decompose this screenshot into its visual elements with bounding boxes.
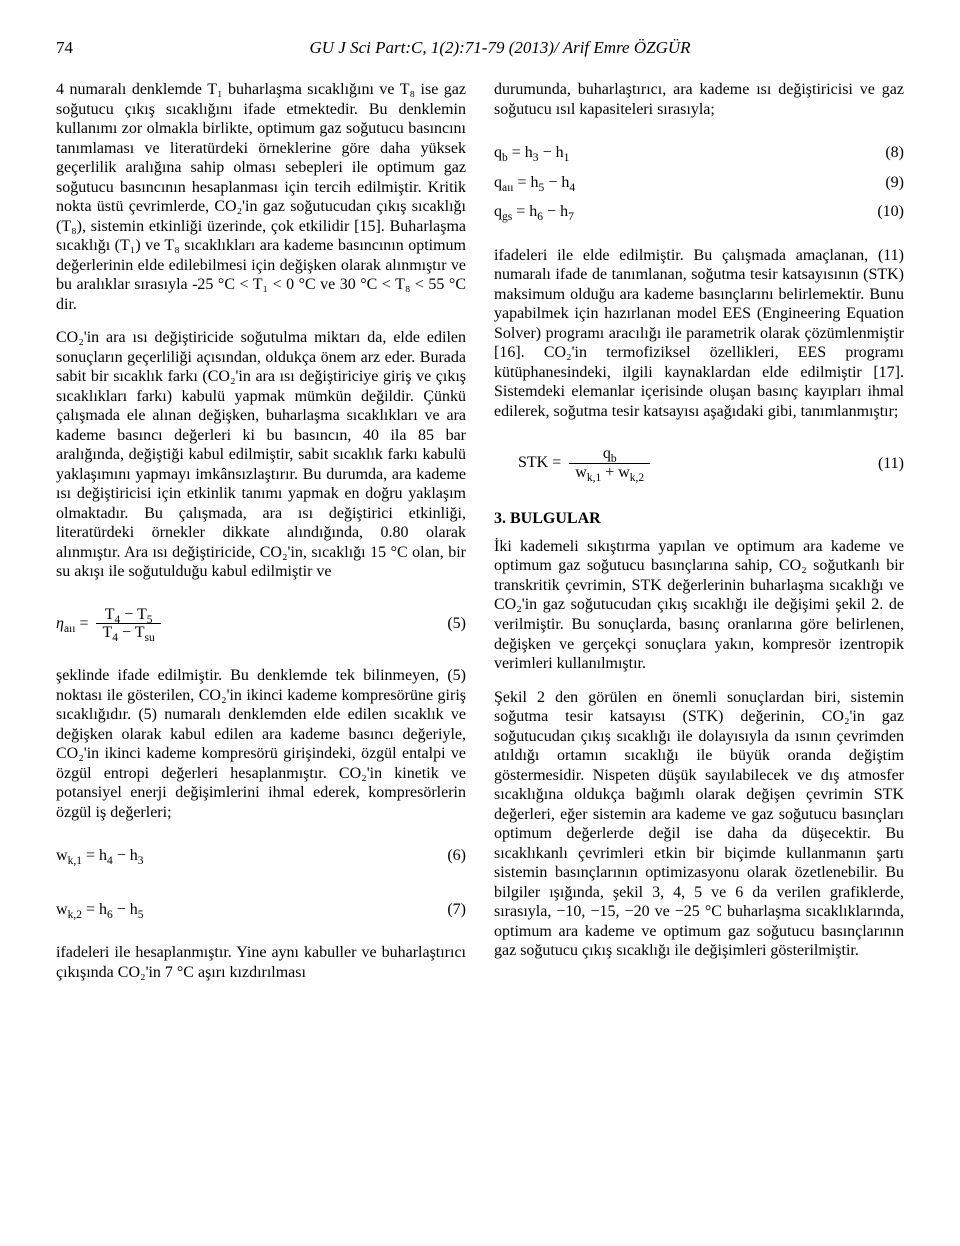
equation-7: wk,2 = h6 − h5 (7) — [56, 900, 466, 920]
right-column: durumunda, buharlaştırıcı, ara kademe ıs… — [494, 80, 904, 982]
body-paragraph: CO₂'in ara ısı değiştiricide soğutulma m… — [56, 328, 466, 582]
equation-10: qgs = h6 − h7 (10) — [494, 202, 904, 222]
equation-number: (5) — [426, 614, 466, 634]
running-head: GU J Sci Part:C, 1(2):71-79 (2013)/ Arif… — [96, 38, 904, 58]
equation-body: wk,2 = h6 − h5 — [56, 900, 426, 920]
equation-body: qb = h3 − h1 — [494, 143, 864, 163]
equation-5: ηaıı = T4 − T5 T4 − Tsu (5) — [56, 606, 466, 642]
body-paragraph: 4 numaralı denklemde T₁ buharlaşma sıcak… — [56, 80, 466, 314]
equation-body: qgs = h6 − h7 — [494, 202, 864, 222]
two-column-layout: 4 numaralı denklemde T₁ buharlaşma sıcak… — [56, 80, 904, 982]
equation-9: qaıı = h5 − h4 (9) — [494, 173, 904, 193]
equation-number: (9) — [864, 173, 904, 193]
section-heading: 3. BULGULAR — [494, 509, 904, 529]
page-number: 74 — [56, 38, 96, 58]
equation-number: (11) — [864, 454, 904, 474]
body-paragraph: İki kademeli sıkıştırma yapılan ve optim… — [494, 537, 904, 674]
header-row: 74 GU J Sci Part:C, 1(2):71-79 (2013)/ A… — [56, 38, 904, 58]
body-paragraph: ifadeleri ile hesaplanmıştır. Yine aynı … — [56, 943, 466, 982]
equation-8: qb = h3 − h1 (8) — [494, 143, 904, 163]
equation-body: ηaıı = T4 − T5 T4 − Tsu — [56, 606, 426, 642]
equation-number: (8) — [864, 143, 904, 163]
equation-number: (10) — [864, 202, 904, 222]
equation-body: qaıı = h5 − h4 — [494, 173, 864, 193]
equation-11: STK = qb wk,1 + wk,2 (11) — [494, 445, 904, 481]
body-paragraph: durumunda, buharlaştırıcı, ara kademe ıs… — [494, 80, 904, 119]
body-paragraph: ifadeleri ile elde edilmiştir. Bu çalışm… — [494, 246, 904, 422]
equation-number: (6) — [426, 846, 466, 866]
equation-body: STK = qb wk,1 + wk,2 — [494, 445, 864, 481]
equation-number: (7) — [426, 900, 466, 920]
page: 74 GU J Sci Part:C, 1(2):71-79 (2013)/ A… — [0, 0, 960, 1246]
body-paragraph: şeklinde ifade edilmiştir. Bu denklemde … — [56, 666, 466, 822]
equation-body: wk,1 = h4 − h3 — [56, 846, 426, 866]
equation-6: wk,1 = h4 − h3 (6) — [56, 846, 466, 866]
left-column: 4 numaralı denklemde T₁ buharlaşma sıcak… — [56, 80, 466, 982]
body-paragraph: Şekil 2 den görülen en önemli sonuçlarda… — [494, 688, 904, 961]
